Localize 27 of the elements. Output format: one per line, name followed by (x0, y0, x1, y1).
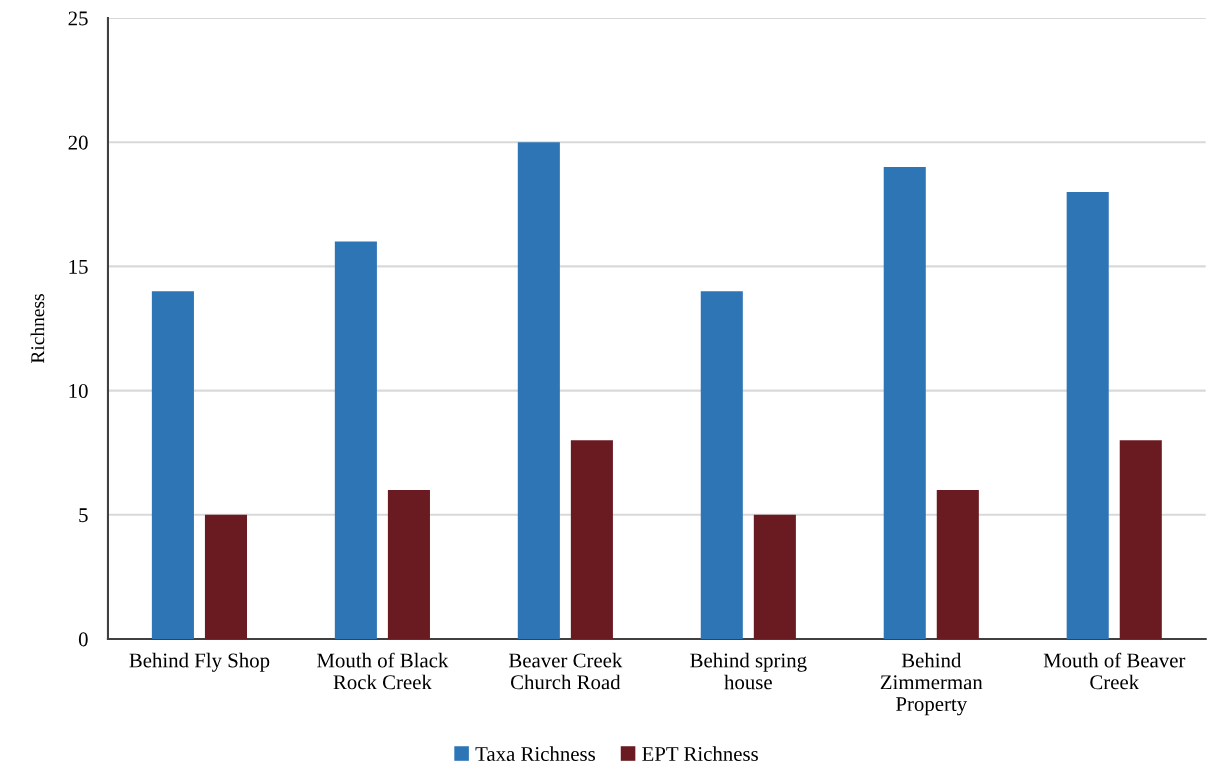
y-tick-label: 0 (78, 632, 88, 647)
y-tick-label: 15 (69, 259, 88, 274)
legend-label: EPT Richness (642, 746, 758, 762)
y-tick-label: 25 (68, 11, 88, 26)
x-tick-label: Behind Zimmerman Property (880, 652, 983, 716)
bar (883, 167, 926, 639)
x-tick-label: Behind Fly Shop (129, 652, 270, 672)
bar (1119, 440, 1162, 639)
legend-label: Taxa Richness (475, 746, 595, 762)
y-tick-label: 10 (69, 383, 88, 399)
bar (570, 440, 613, 639)
bar (753, 514, 796, 639)
x-tick-label: Beaver Creek Church Road (508, 652, 623, 690)
x-tick-label: Mouth of Black Rock Creek (317, 652, 449, 690)
bar (387, 489, 430, 639)
bar (334, 241, 377, 639)
y-axis-title: Richness (30, 294, 45, 364)
x-tick-label: Mouth of Beaver Creek (1043, 652, 1186, 690)
bar (1066, 191, 1109, 639)
y-tick-label: 5 (79, 508, 88, 523)
x-tick-label: Behind spring house (690, 652, 807, 690)
bar (517, 142, 560, 639)
bar (936, 489, 979, 639)
bar (151, 291, 194, 639)
y-tick-label: 20 (68, 135, 88, 150)
bar (204, 514, 248, 639)
bar (700, 291, 743, 639)
